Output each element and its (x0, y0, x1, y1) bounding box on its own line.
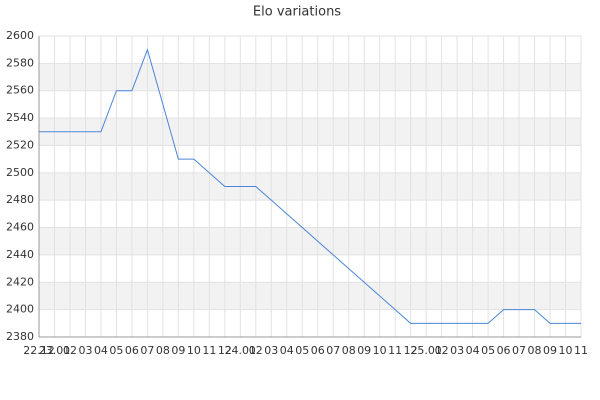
y-tick-label: 2600 (6, 29, 34, 42)
x-tick-label: 03 (450, 344, 464, 357)
x-tick-label: 25.01 (410, 344, 442, 357)
x-tick-label: 06 (497, 344, 511, 357)
x-tick-label: 06 (125, 344, 139, 357)
x-tick-label: 11 (574, 344, 588, 357)
x-tick-label: 07 (140, 344, 154, 357)
y-tick-label: 2540 (6, 111, 34, 124)
x-tick-label: 03 (264, 344, 278, 357)
chart-title: Elo variations (253, 5, 341, 20)
line (39, 48, 581, 324)
x-tick-label: 24.01 (225, 344, 257, 357)
y-tick-label: 2460 (6, 221, 34, 234)
x-tick-label: 04 (466, 344, 480, 357)
x-tick-label: 12 (404, 344, 418, 357)
x-tick-label: 22.12 (23, 344, 55, 357)
band (39, 227, 581, 255)
band (39, 172, 581, 201)
y-tick-label: 2400 (6, 303, 34, 316)
x-tick-label: 09 (357, 344, 371, 357)
band (39, 282, 581, 310)
band (39, 63, 581, 91)
x-tick-label: 07 (326, 344, 340, 357)
x-tick-label: 07 (512, 344, 526, 357)
bands (39, 63, 581, 310)
x-tick-label: 02 (249, 344, 263, 357)
y-tick-label: 2480 (6, 193, 34, 206)
y-tick-label: 2580 (6, 56, 34, 69)
y-tick-label: 2560 (6, 84, 34, 97)
x-tick-label: 09 (171, 344, 185, 357)
y-tick-label: 2420 (6, 275, 34, 288)
x-tick-label: 10 (373, 344, 387, 357)
band (39, 118, 581, 146)
x-tick-label: 11 (202, 344, 216, 357)
x-tick-label: 02 (63, 344, 77, 357)
x-tick-label: 08 (342, 344, 356, 357)
x-tick-label: 04 (280, 344, 294, 357)
x-tick-label: 04 (94, 344, 108, 357)
y-tick-label: 2520 (6, 138, 34, 151)
y-tick-label: 2440 (6, 248, 34, 261)
y-tick-label: 2380 (6, 330, 34, 343)
x-tick-label: 02 (435, 344, 449, 357)
x-tick-label: 08 (528, 344, 542, 357)
x-tick-label: 05 (295, 344, 309, 357)
marks (39, 48, 581, 324)
x-tick-label: 23.01 (39, 344, 71, 357)
x-tick-label: 08 (156, 344, 170, 357)
x-tick-label: 12 (218, 344, 232, 357)
x-tick-label: 09 (543, 344, 557, 357)
x-tick-label: 10 (187, 344, 201, 357)
y-tick-label: 2500 (6, 166, 34, 179)
x-tick-label: 05 (481, 344, 495, 357)
x-tick-label: 06 (311, 344, 325, 357)
x-tick-label: 05 (109, 344, 123, 357)
x-tick-label: 03 (78, 344, 92, 357)
x-tick-label: 10 (559, 344, 573, 357)
x-tick-label: 11 (388, 344, 402, 357)
